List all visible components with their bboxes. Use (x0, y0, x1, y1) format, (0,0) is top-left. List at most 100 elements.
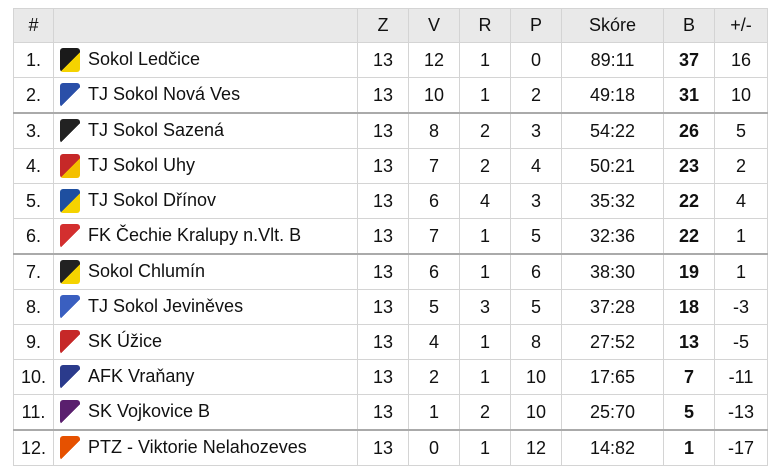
losses-cell: 10 (510, 359, 562, 395)
team-cell: TJ Sokol Dřínov (53, 183, 358, 219)
header-cell: P (510, 8, 562, 43)
wins-cell: 1 (408, 394, 460, 431)
rank-cell: 8. (13, 289, 54, 325)
played-cell: 13 (357, 324, 409, 360)
losses-cell: 3 (510, 183, 562, 219)
played-cell: 13 (357, 77, 409, 114)
header-cell (53, 8, 358, 43)
wins-cell: 6 (408, 253, 460, 290)
team-cell: SK Úžice (53, 324, 358, 360)
team-cell: PTZ - Viktorie Nelahozeves (53, 429, 358, 466)
losses-cell: 12 (510, 429, 562, 466)
team-logo (60, 436, 80, 460)
team-name: TJ Sokol Sazená (88, 119, 225, 140)
team-logo (60, 154, 80, 178)
draws-cell: 1 (459, 77, 511, 114)
team-cell: TJ Sokol Nová Ves (53, 77, 358, 114)
points-cell: 31 (663, 77, 715, 114)
table-row: 5. TJ Sokol Dřínov 13 6 4 3 35:32 22 4 (13, 183, 768, 219)
rank-cell: 3. (13, 112, 54, 149)
rank-cell: 10. (13, 359, 54, 395)
points-cell: 1 (663, 429, 715, 466)
table-row: 2. TJ Sokol Nová Ves 13 10 1 2 49:18 31 10 (13, 77, 768, 114)
points-cell: 26 (663, 112, 715, 149)
points-cell: 22 (663, 218, 715, 255)
team-cell: Sokol Chlumín (53, 253, 358, 290)
goal-diff-cell: -3 (714, 289, 768, 325)
header-cell: # (13, 8, 54, 43)
rank-cell: 9. (13, 324, 54, 360)
goal-diff-cell: 2 (714, 148, 768, 184)
wins-cell: 0 (408, 429, 460, 466)
table-row: 9. SK Úžice 13 4 1 8 27:52 13 -5 (13, 324, 768, 360)
goal-diff-cell: -11 (714, 359, 768, 395)
team-name: AFK Vraňany (88, 365, 195, 386)
team-name: TJ Sokol Jeviněves (88, 295, 244, 316)
rank-cell: 5. (13, 183, 54, 219)
team-name: SK Vojkovice B (88, 400, 211, 421)
played-cell: 13 (357, 289, 409, 325)
losses-cell: 4 (510, 148, 562, 184)
draws-cell: 1 (459, 253, 511, 290)
draws-cell: 1 (459, 218, 511, 255)
losses-cell: 0 (510, 42, 562, 78)
team-logo (60, 330, 80, 354)
team-logo (60, 119, 80, 143)
score-cell: 25:70 (561, 394, 664, 431)
score-cell: 38:30 (561, 253, 664, 290)
team-cell: TJ Sokol Uhy (53, 148, 358, 184)
played-cell: 13 (357, 429, 409, 466)
wins-cell: 12 (408, 42, 460, 78)
team-logo (60, 295, 80, 319)
team-name: PTZ - Viktorie Nelahozeves (88, 436, 307, 457)
table-row: 1. Sokol Ledčice 13 12 1 0 89:11 37 16 (13, 42, 768, 78)
team-logo (60, 48, 80, 72)
played-cell: 13 (357, 42, 409, 78)
rank-cell: 11. (13, 394, 54, 431)
wins-cell: 8 (408, 112, 460, 149)
score-cell: 89:11 (561, 42, 664, 78)
points-cell: 37 (663, 42, 715, 78)
losses-cell: 10 (510, 394, 562, 431)
losses-cell: 8 (510, 324, 562, 360)
goal-diff-cell: 10 (714, 77, 768, 114)
points-cell: 18 (663, 289, 715, 325)
goal-diff-cell: 16 (714, 42, 768, 78)
score-cell: 14:82 (561, 429, 664, 466)
goal-diff-cell: -5 (714, 324, 768, 360)
rank-cell: 12. (13, 429, 54, 466)
wins-cell: 4 (408, 324, 460, 360)
wins-cell: 7 (408, 148, 460, 184)
wins-cell: 6 (408, 183, 460, 219)
draws-cell: 2 (459, 112, 511, 149)
losses-cell: 6 (510, 253, 562, 290)
draws-cell: 1 (459, 324, 511, 360)
draws-cell: 2 (459, 148, 511, 184)
team-logo (60, 189, 80, 213)
table-row: 11. SK Vojkovice B 13 1 2 10 25:70 5 -13 (13, 394, 768, 431)
header-cell: Z (357, 8, 409, 43)
header-cell: R (459, 8, 511, 43)
wins-cell: 5 (408, 289, 460, 325)
header-cell: V (408, 8, 460, 43)
goal-diff-cell: 4 (714, 183, 768, 219)
table-row: 8. TJ Sokol Jeviněves 13 5 3 5 37:28 18 -3 (13, 289, 768, 325)
draws-cell: 1 (459, 42, 511, 78)
played-cell: 13 (357, 253, 409, 290)
points-cell: 5 (663, 394, 715, 431)
score-cell: 54:22 (561, 112, 664, 149)
rank-cell: 7. (13, 253, 54, 290)
team-cell: AFK Vraňany (53, 359, 358, 395)
score-cell: 50:21 (561, 148, 664, 184)
team-logo (60, 365, 80, 389)
points-cell: 22 (663, 183, 715, 219)
score-cell: 27:52 (561, 324, 664, 360)
team-cell: TJ Sokol Sazená (53, 112, 358, 149)
table-row: 12. PTZ - Viktorie Nelahozeves 13 0 1 12 14:82… (13, 429, 768, 466)
played-cell: 13 (357, 218, 409, 255)
wins-cell: 7 (408, 218, 460, 255)
played-cell: 13 (357, 394, 409, 431)
team-name: Sokol Chlumín (88, 260, 206, 281)
played-cell: 13 (357, 359, 409, 395)
